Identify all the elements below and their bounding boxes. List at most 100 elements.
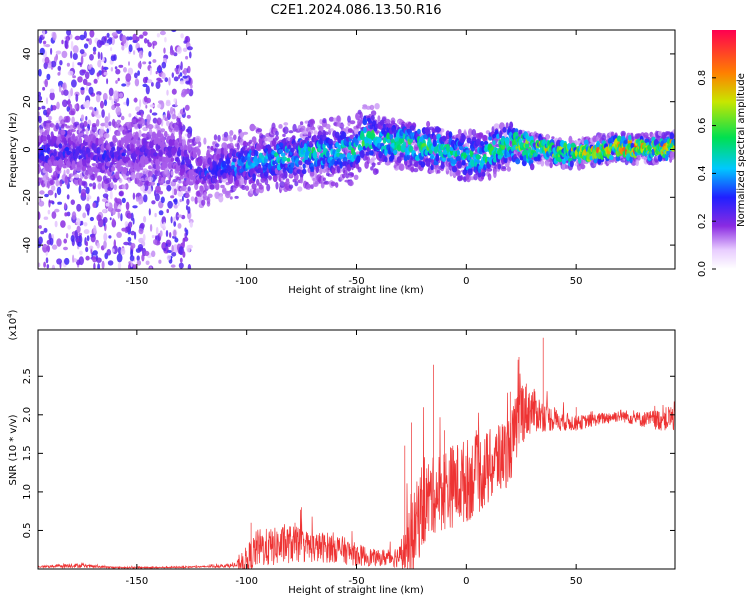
heatmap-cell	[140, 222, 145, 229]
heatmap-cell	[128, 44, 133, 53]
heatmap-cell	[43, 109, 48, 116]
heatmap-cell	[97, 51, 101, 60]
heatmap-cell	[233, 187, 237, 191]
heatmap-cell	[567, 143, 572, 151]
heatmap-cell	[365, 151, 370, 156]
heatmap-cell	[451, 159, 458, 165]
heatmap-cell	[96, 119, 100, 127]
heatmap-cell	[89, 106, 94, 110]
heatmap-cell	[121, 227, 127, 232]
heatmap-cell	[629, 156, 633, 164]
heatmap-cell	[628, 134, 632, 141]
heatmap-cell	[147, 176, 154, 182]
heatmap-cell	[310, 166, 314, 173]
heatmap-cell	[121, 35, 127, 44]
heatmap-cell	[499, 130, 503, 139]
heatmap-cell	[169, 49, 175, 56]
heatmap-cell	[647, 144, 652, 152]
heatmap-cell	[430, 155, 434, 160]
heatmap-cell	[241, 184, 247, 190]
heatmap-cell	[199, 185, 204, 192]
heatmap-cell	[163, 47, 166, 54]
heatmap-cell	[111, 248, 115, 253]
heatmap-cell	[54, 208, 60, 213]
heatmap-cell	[326, 150, 330, 158]
heatmap-cell	[49, 91, 55, 101]
heatmap-cell	[396, 144, 402, 152]
heatmap-cell	[152, 117, 158, 124]
heatmap-cell	[48, 200, 55, 204]
heatmap-cell	[169, 106, 174, 115]
heatmap-cell	[44, 193, 49, 198]
heatmap-cell	[72, 45, 79, 54]
heatmap-cell	[138, 227, 144, 235]
heatmap-cell	[113, 179, 118, 183]
heatmap-cell	[67, 98, 71, 108]
heatmap-cell	[136, 255, 140, 261]
heatmap-cell	[166, 120, 170, 127]
heatmap-cell	[103, 71, 108, 76]
heatmap-cell	[163, 161, 168, 169]
heatmap-cell	[171, 139, 176, 146]
heatmap-cell	[100, 100, 104, 109]
heatmap-cell	[166, 208, 169, 214]
heatmap-cell	[115, 208, 121, 213]
heatmap-cell	[282, 156, 287, 162]
heatmap-cell	[325, 123, 331, 129]
heatmap-cell	[61, 50, 68, 59]
heatmap-cell	[435, 154, 439, 162]
heatmap-cell	[167, 152, 173, 158]
heatmap-cell	[213, 134, 218, 141]
heatmap-cell	[54, 159, 59, 167]
heatmap-cell	[156, 117, 162, 126]
heatmap-cell	[164, 77, 169, 83]
heatmap-cell	[207, 193, 213, 198]
heatmap-cell	[106, 249, 112, 256]
heatmap-cell	[46, 264, 50, 269]
heatmap-cell	[38, 91, 41, 97]
heatmap-cell	[89, 216, 94, 222]
heatmap-cell	[63, 89, 69, 96]
heatmap-cell	[436, 169, 441, 174]
heatmap-cell	[51, 105, 57, 111]
heatmap-cell	[63, 238, 67, 244]
heatmap-cell	[393, 149, 398, 155]
heatmap-cell	[206, 196, 211, 205]
heatmap-cell	[189, 163, 193, 170]
heatmap-cell	[103, 133, 110, 139]
heatmap-cell	[128, 132, 133, 138]
heatmap-cell	[120, 213, 123, 222]
heatmap-cell	[80, 87, 85, 91]
heatmap-cell	[161, 72, 166, 79]
heatmap-cell	[132, 192, 136, 200]
heatmap-cell	[390, 152, 395, 160]
heatmap-cell	[666, 150, 670, 156]
heatmap-cell	[38, 225, 42, 229]
heatmap-cell	[396, 156, 402, 164]
heatmap-cell	[375, 168, 379, 174]
heatmap-cell	[148, 165, 152, 170]
heatmap-cell	[330, 181, 336, 187]
heatmap-cell	[529, 163, 535, 171]
heatmap-cell	[171, 244, 174, 253]
heatmap-cell	[264, 137, 269, 142]
heatmap-cell	[93, 225, 97, 234]
heatmap-cell	[160, 177, 165, 184]
heatmap-cell	[148, 61, 152, 65]
heatmap-cell	[662, 154, 666, 159]
heatmap-cell	[505, 122, 509, 129]
heatmap-cell	[377, 161, 381, 166]
heatmap-cell	[80, 220, 84, 226]
heatmap-cell	[620, 130, 626, 137]
heatmap-cell	[657, 130, 663, 137]
heatmap-cell	[366, 156, 371, 165]
heatmap-cell	[110, 55, 116, 62]
heatmap-cell	[90, 234, 96, 243]
heatmap-cell	[97, 182, 102, 190]
heatmap-cell	[136, 47, 143, 51]
heatmap-cell	[53, 170, 59, 178]
heatmap-cell	[147, 42, 152, 48]
heatmap-cell	[153, 152, 158, 157]
heatmap-cell	[136, 111, 141, 116]
heatmap-cell	[178, 121, 183, 129]
